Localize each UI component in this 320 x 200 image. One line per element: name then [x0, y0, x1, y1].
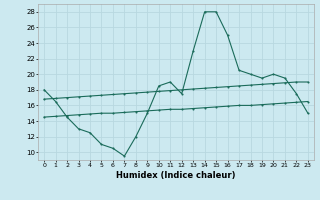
X-axis label: Humidex (Indice chaleur): Humidex (Indice chaleur) — [116, 171, 236, 180]
